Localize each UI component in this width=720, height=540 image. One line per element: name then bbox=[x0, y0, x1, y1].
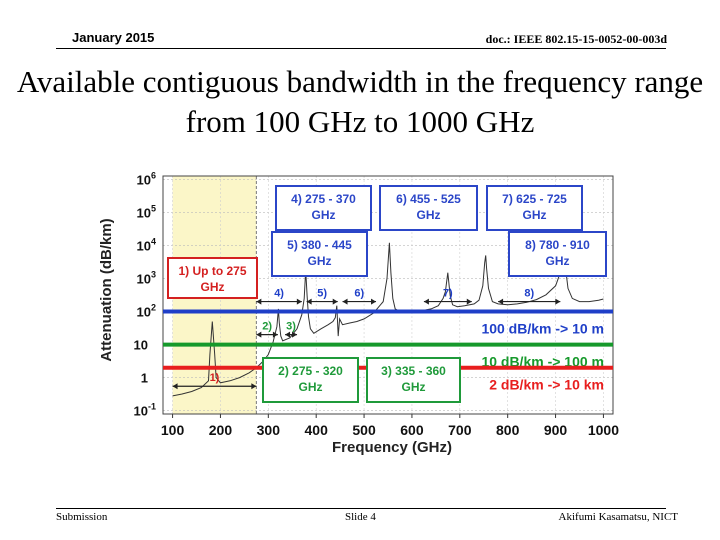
header-date: January 2015 bbox=[72, 30, 155, 45]
range-marker-label: 1) bbox=[210, 372, 220, 384]
range-marker-label: 8) bbox=[524, 288, 534, 300]
footer-slide-number: Slide 4 bbox=[345, 511, 376, 523]
range-arrow-left bbox=[285, 331, 291, 338]
annotation-box-text: 1) Up to 275 bbox=[178, 264, 246, 278]
threshold-label: 2 dB/km -> 10 km bbox=[489, 377, 604, 393]
range-marker-label: 7) bbox=[443, 288, 453, 300]
annotation-box-text: GHz bbox=[402, 380, 426, 394]
range-arrow-right bbox=[466, 298, 472, 305]
annotation-box bbox=[366, 357, 461, 403]
range-arrow-right bbox=[555, 298, 561, 305]
annotation-box-text: 2) 275 - 320 bbox=[278, 364, 343, 378]
x-tick-label: 700 bbox=[448, 422, 472, 438]
annotation-box-text: 4) 275 - 370 bbox=[291, 192, 356, 206]
x-tick-label: 300 bbox=[257, 422, 281, 438]
range-marker-label: 6) bbox=[354, 288, 364, 300]
range-arrow-left bbox=[342, 298, 348, 305]
footer-rule bbox=[56, 508, 666, 509]
annotation-box bbox=[379, 185, 478, 231]
range-arrow-right bbox=[296, 298, 302, 305]
footer-author: Akifumi Kasamatsu, NICT bbox=[558, 511, 678, 523]
range-arrow-left bbox=[498, 298, 504, 305]
range-marker-label: 4) bbox=[274, 288, 284, 300]
y-tick-label: 10 bbox=[134, 338, 148, 353]
x-tick-label: 1000 bbox=[588, 422, 619, 438]
annotation-box-text: 8) 780 - 910 bbox=[525, 238, 590, 252]
range-arrow-left bbox=[172, 383, 178, 390]
annotation-box bbox=[271, 231, 368, 277]
slide-title: Available contiguous bandwidth in the fr… bbox=[16, 64, 704, 139]
x-tick-label: 500 bbox=[352, 422, 376, 438]
x-tick-label: 600 bbox=[400, 422, 424, 438]
range-arrow-right bbox=[251, 383, 257, 390]
annotation-box-text: 7) 625 - 725 bbox=[502, 192, 567, 206]
annotation-box bbox=[275, 185, 372, 231]
annotation-box-text: GHz bbox=[417, 208, 441, 222]
annotation-box bbox=[167, 257, 258, 299]
y-axis-label: Attenuation (dB/km) bbox=[98, 218, 115, 361]
x-tick-label: 100 bbox=[161, 422, 185, 438]
annotation-box-text: 3) 335 - 360 bbox=[381, 364, 446, 378]
x-tick-label: 900 bbox=[544, 422, 568, 438]
threshold-label: 100 dB/km -> 10 m bbox=[481, 321, 604, 337]
x-axis-label: Frequency (GHz) bbox=[332, 439, 452, 456]
annotation-box-text: GHz bbox=[308, 254, 332, 268]
annotation-box bbox=[262, 357, 359, 403]
plot-frame bbox=[162, 175, 614, 415]
header-rule bbox=[56, 48, 666, 49]
range-arrow-left bbox=[256, 298, 262, 305]
annotation-box bbox=[508, 231, 607, 277]
annotation-box-text: GHz bbox=[201, 280, 225, 294]
annotation-box-text: 5) 380 - 445 bbox=[287, 238, 352, 252]
range-arrow-right bbox=[292, 331, 298, 338]
annotation-box-text: GHz bbox=[312, 208, 336, 222]
x-tick-label: 800 bbox=[496, 422, 520, 438]
range-marker-label: 5) bbox=[317, 288, 327, 300]
y-tick-label: 1 bbox=[141, 371, 148, 386]
range-marker-label: 2) bbox=[262, 321, 272, 333]
annotation-box-text: GHz bbox=[523, 208, 547, 222]
footer-submission: Submission bbox=[56, 511, 108, 523]
x-tick-label: 400 bbox=[305, 422, 329, 438]
annotation-box-text: 6) 455 - 525 bbox=[396, 192, 461, 206]
annotation-box-text: GHz bbox=[546, 254, 570, 268]
annotation-box-text: GHz bbox=[299, 380, 323, 394]
range-arrow-right bbox=[371, 298, 377, 305]
annotation-box bbox=[486, 185, 583, 231]
range-arrow-right bbox=[332, 298, 338, 305]
range-arrow-right bbox=[272, 331, 278, 338]
x-tick-label: 200 bbox=[209, 422, 233, 438]
header-doc-id: doc.: IEEE 802.15-15-0052-00-003d bbox=[485, 32, 667, 46]
range-marker-label: 3) bbox=[286, 321, 296, 333]
threshold-label: 10 dB/km -> 100 m bbox=[481, 354, 604, 370]
range-arrow-left bbox=[256, 331, 262, 338]
range-arrow-left bbox=[306, 298, 312, 305]
range-arrow-left bbox=[423, 298, 429, 305]
